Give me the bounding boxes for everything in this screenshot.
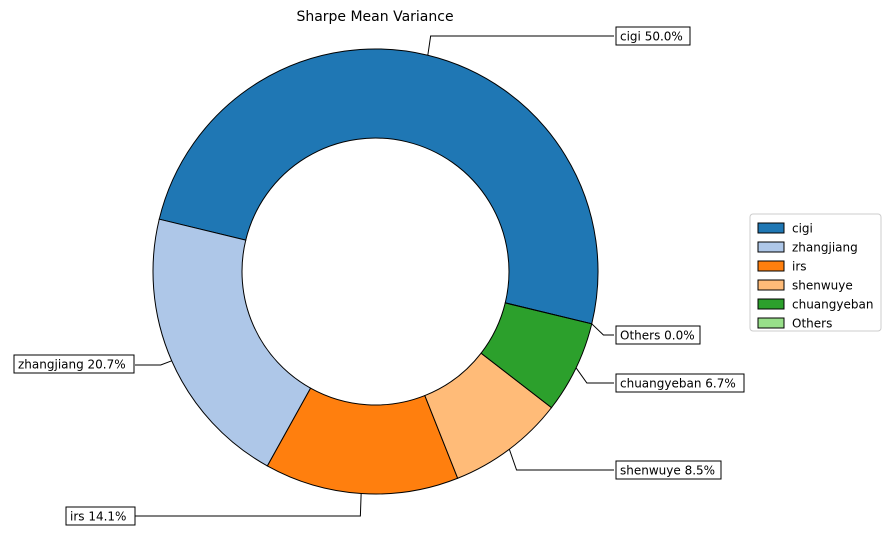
chart-title: Sharpe Mean Variance	[296, 9, 453, 25]
legend: cigi zhangjiang irs shenwuye chuangyeban Othe…	[749, 213, 882, 332]
slice-label-others: Others 0.0%	[620, 329, 695, 343]
legend-label-chuangyeban: chuangyeban	[792, 298, 873, 312]
slice-zhangjiang	[152, 218, 312, 467]
slice-label-cigi: cigi 50.0%	[620, 30, 683, 44]
slice-label-chuangyeban: chuangyeban 6.7%	[620, 377, 736, 391]
leader-line-zhangjiang	[135, 360, 172, 366]
slice-label-zhangjiang: zhangjiang 20.7%	[18, 358, 126, 372]
slice-annotations: cigi 50.0% zhangjiang 20.7% irs 14.1% shenw…	[13, 26, 745, 526]
label-box-shenwuye	[615, 460, 722, 480]
legend-label-shenwuye: shenwuye	[792, 279, 853, 293]
leader-line-shenwuye	[508, 449, 614, 471]
donut-slices	[152, 48, 599, 495]
label-box-zhangjiang	[13, 354, 135, 374]
leader-line-chuangyeban	[575, 367, 614, 384]
legend-label-cigi: cigi	[792, 222, 813, 236]
legend-swatch-shenwuye	[757, 279, 785, 291]
legend-swatch-zhangjiang	[757, 241, 785, 253]
label-box-chuangyeban	[615, 373, 745, 393]
legend-label-irs: irs	[792, 260, 807, 274]
legend-swatch-irs	[757, 260, 785, 272]
label-box-irs	[65, 506, 136, 526]
legend-label-zhangjiang: zhangjiang	[792, 241, 858, 255]
slice-label-shenwuye: shenwuye 8.5%	[620, 464, 715, 478]
slice-others	[505, 302, 592, 325]
slice-cigi	[158, 48, 599, 325]
legend-swatch-chuangyeban	[757, 298, 785, 310]
legend-swatch-others	[757, 317, 785, 329]
slice-label-irs: irs 14.1%	[70, 510, 126, 524]
leader-line-others	[591, 323, 614, 336]
label-box-cigi	[615, 26, 691, 46]
legend-label-others: Others	[792, 317, 832, 331]
legend-swatch-cigi	[757, 222, 785, 234]
label-box-others	[615, 325, 701, 345]
leader-line-cigi	[427, 35, 614, 56]
leader-line-irs	[135, 493, 362, 517]
